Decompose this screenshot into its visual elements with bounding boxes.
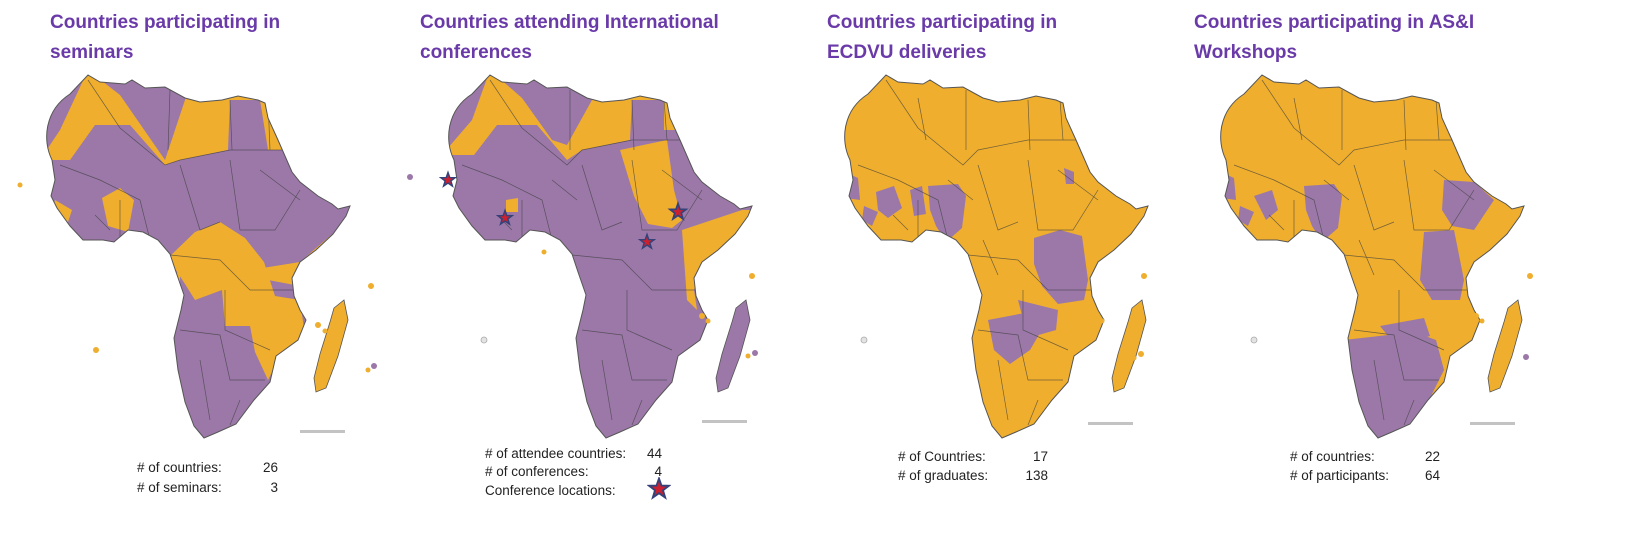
stat-row: # of graduates: 138 (898, 466, 1058, 485)
stat-value: 138 (1025, 468, 1048, 483)
africa-map-workshops (1220, 74, 1533, 439)
stat-label: # of countries: (137, 460, 222, 475)
stat-value: 64 (1424, 468, 1440, 483)
star-marker-icon (648, 477, 670, 499)
stat-value: 4 (654, 464, 662, 479)
stat-label: # of seminars: (137, 480, 222, 495)
stat-label: # of attendee countries: (485, 446, 627, 461)
africa-map-conferences (407, 74, 758, 439)
stat-row: # of attendee countries: 44 (485, 444, 685, 463)
stat-value: 22 (1424, 449, 1440, 464)
africa-map-seminars (17, 74, 377, 439)
stat-label: # of countries: (1290, 449, 1375, 464)
stat-row: Conference locations: (485, 477, 685, 500)
stat-value: 17 (1032, 449, 1048, 464)
stat-label: # of graduates: (898, 468, 989, 483)
stat-label: # of participants: (1290, 468, 1390, 483)
stat-row: # of participants: 64 (1290, 466, 1450, 485)
stat-label: Conference locations: (485, 483, 616, 498)
stat-value: 26 (262, 460, 278, 475)
panel-title: Countries participating in AS&I Workshop… (1194, 12, 1475, 63)
ecdvu-panel: Countries participating in ECDVU deliver… (810, 0, 1190, 544)
stat-row: # of countries: 22 (1290, 447, 1450, 466)
panel-title: Countries participating in seminars (50, 12, 281, 63)
stat-row: # of Countries: 17 (898, 447, 1058, 466)
stat-row: # of conferences: 4 (485, 462, 685, 481)
stat-value: 44 (646, 446, 662, 461)
stat-row: # of countries: 26 (137, 458, 287, 477)
seminars-panel: Countries participating in seminars (0, 0, 400, 544)
panel-title: Countries participating in ECDVU deliver… (827, 12, 1058, 63)
stat-row: # of seminars: 3 (137, 478, 287, 497)
panel-title: Countries attending International confer… (420, 12, 719, 63)
africa-map-ecdvu (844, 74, 1149, 439)
stat-label: # of Countries: (898, 449, 986, 464)
stat-label: # of conferences: (485, 464, 589, 479)
asi-workshops-panel: Countries participating in AS&I Workshop… (1190, 0, 1647, 544)
conferences-panel: Countries attending International confer… (400, 0, 810, 544)
stat-value: 3 (270, 480, 278, 495)
